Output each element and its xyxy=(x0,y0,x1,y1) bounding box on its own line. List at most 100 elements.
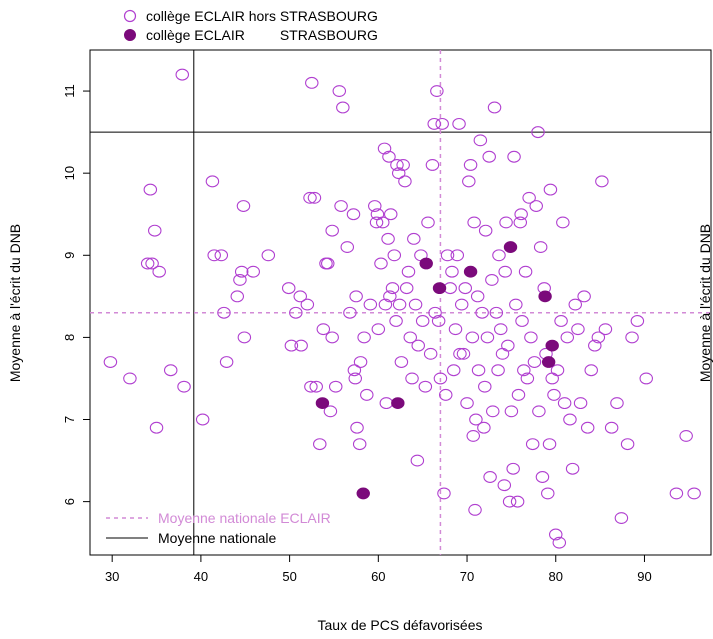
data-point-open xyxy=(379,397,394,410)
data-point-open xyxy=(140,257,155,270)
data-point-open xyxy=(525,438,540,451)
data-point-open xyxy=(452,117,466,130)
data-point-open xyxy=(411,339,425,352)
data-point-filled xyxy=(503,241,518,253)
data-point-open xyxy=(382,150,396,163)
data-point-open xyxy=(214,249,229,262)
data-point-open xyxy=(573,397,588,410)
x-tick-label: 30 xyxy=(105,569,119,584)
data-point-open xyxy=(669,487,684,500)
data-point-filled xyxy=(391,397,405,409)
data-point-open xyxy=(284,339,299,352)
data-point-open xyxy=(466,429,480,442)
data-point-open xyxy=(532,405,546,418)
data-point-open xyxy=(580,421,595,434)
data-point-open xyxy=(498,265,512,278)
data-point-open xyxy=(148,224,162,237)
data-point-open xyxy=(548,528,563,541)
data-point-open xyxy=(430,85,444,98)
data-point-open xyxy=(497,479,512,492)
data-point-open xyxy=(390,159,404,171)
data-point-open xyxy=(495,347,510,360)
data-point-open xyxy=(440,249,455,262)
data-point-open xyxy=(403,331,418,344)
legend-label-hors-strasbourg: collège ECLAIR hors STRASBOURG xyxy=(146,8,378,24)
data-point-open xyxy=(347,364,362,377)
data-point-open xyxy=(486,405,500,418)
data-point-open xyxy=(456,347,471,360)
data-point-open xyxy=(517,364,531,377)
data-point-open xyxy=(234,265,249,278)
data-point-open xyxy=(502,495,517,508)
data-point-open xyxy=(387,249,402,262)
data-point-open xyxy=(103,356,118,368)
data-point-filled xyxy=(545,339,559,352)
data-point-open xyxy=(346,208,361,221)
x-tick-label: 40 xyxy=(194,569,208,584)
data-point-open xyxy=(478,224,493,237)
data-point-open xyxy=(471,364,486,377)
data-point-open xyxy=(477,421,491,434)
data-point-open xyxy=(357,331,371,344)
data-point-open xyxy=(473,134,488,147)
data-point-open xyxy=(453,347,467,360)
data-point-open xyxy=(460,397,474,410)
data-point-open xyxy=(557,397,572,410)
data-point-open xyxy=(520,372,535,385)
data-point-open xyxy=(340,241,355,254)
data-point-open xyxy=(492,249,506,262)
data-point-open xyxy=(535,471,550,483)
data-point-open xyxy=(123,372,137,385)
data-point-open xyxy=(620,438,635,451)
data-point-open xyxy=(450,249,465,262)
data-point-open xyxy=(415,315,430,327)
data-point-open xyxy=(350,421,364,434)
data-point-open xyxy=(625,331,639,344)
data-point-open xyxy=(565,462,580,475)
data-point-open xyxy=(545,372,559,385)
data-point-open xyxy=(195,413,210,426)
data-point-open xyxy=(480,331,495,344)
data-point-open xyxy=(435,117,449,130)
data-point-filled xyxy=(541,356,556,368)
data-point-open xyxy=(679,429,693,442)
data-point-open xyxy=(399,282,414,295)
data-point-open xyxy=(328,380,343,393)
data-point-open xyxy=(584,364,598,377)
data-point-open xyxy=(463,159,478,171)
y-tick-label: 6 xyxy=(62,498,77,505)
data-point-open xyxy=(394,356,409,368)
legend-open-marker xyxy=(123,9,137,23)
data-point-filled xyxy=(356,487,370,500)
data-point-open xyxy=(377,142,392,155)
data-point-open xyxy=(465,331,480,344)
data-point-open xyxy=(431,315,446,327)
data-point-filled xyxy=(432,282,447,295)
reference-lines xyxy=(90,50,711,555)
data-point-filled xyxy=(463,265,478,278)
data-point-open xyxy=(293,290,308,303)
data-point-open xyxy=(363,298,378,311)
data-point-open xyxy=(588,339,602,352)
data-point-open xyxy=(591,331,606,344)
legend-label-strasbourg: collège ECLAIR STRASBOURG xyxy=(146,27,378,43)
data-point-open xyxy=(504,405,519,418)
data-point-open xyxy=(300,298,315,311)
data-point-open xyxy=(509,298,523,311)
data-point-open xyxy=(478,380,492,393)
y-axis: 6 7 8 9 10 11 xyxy=(62,84,90,505)
data-point-open xyxy=(336,101,350,114)
data-point-open xyxy=(527,356,542,368)
data-point-open xyxy=(483,471,497,483)
data-point-open xyxy=(334,200,348,212)
data-point-open xyxy=(550,364,565,377)
data-point-open xyxy=(482,150,496,163)
data-point-open xyxy=(343,306,357,319)
data-point-open xyxy=(468,503,482,516)
data-point-open xyxy=(614,512,629,524)
data-point-open xyxy=(383,208,398,221)
data-point-open xyxy=(236,200,251,212)
data-point-open xyxy=(410,454,425,467)
data-point-open xyxy=(604,421,619,434)
data-point-open xyxy=(630,315,645,327)
